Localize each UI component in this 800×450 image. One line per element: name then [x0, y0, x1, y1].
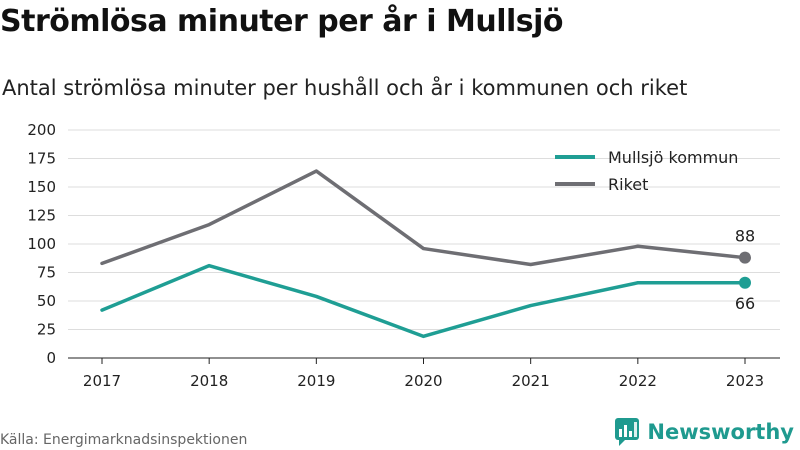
x-tick-label: 2018: [190, 372, 228, 390]
series-end-point: [739, 276, 751, 289]
data-label: 88: [735, 227, 755, 246]
source-text: Källa: Energimarknadsinspektionen: [0, 432, 248, 448]
y-tick-label: 75: [37, 264, 56, 282]
series-line: [100, 169, 747, 267]
newsworthy-icon: [615, 418, 640, 446]
y-tick-label: 175: [27, 150, 56, 168]
x-tick-label: 2023: [726, 372, 764, 390]
y-tick-label: 0: [46, 349, 56, 367]
y-tick-label: 100: [27, 235, 56, 253]
y-tick-label: 25: [37, 321, 56, 339]
chart-subtitle: Antal strömlösa minuter per hushåll och …: [2, 76, 688, 100]
chart-title: Strömlösa minuter per år i Mullsjö: [0, 4, 564, 39]
x-tick-label: 2017: [83, 372, 121, 390]
data-label: 66: [735, 294, 755, 313]
series-end-point: [739, 251, 751, 264]
legend-label: Riket: [608, 175, 648, 194]
x-tick-label: 2022: [619, 372, 657, 390]
y-tick-label: 150: [27, 178, 56, 196]
x-tick-label: 2021: [512, 372, 550, 390]
x-tick-label: 2020: [404, 372, 442, 390]
y-tick-label: 125: [27, 207, 56, 225]
newsworthy-logo: Newsworthy: [615, 418, 794, 446]
legend-label: Mullsjö kommun: [608, 148, 738, 167]
y-tick-label: 50: [37, 292, 56, 310]
brand-name: Newsworthy: [647, 420, 794, 444]
x-tick-label: 2019: [297, 372, 335, 390]
y-tick-label: 200: [27, 121, 56, 139]
series-line: [100, 263, 747, 339]
